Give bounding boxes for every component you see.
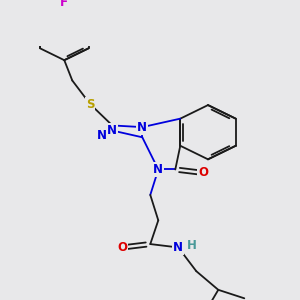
Text: H: H [187,239,197,252]
Text: N: N [137,121,147,134]
Text: O: O [117,241,127,254]
Text: O: O [198,167,208,179]
Text: F: F [60,0,68,9]
Text: N: N [173,241,183,254]
Text: N: N [97,129,107,142]
Text: S: S [86,98,94,111]
Text: N: N [107,124,117,137]
Text: N: N [153,163,163,176]
